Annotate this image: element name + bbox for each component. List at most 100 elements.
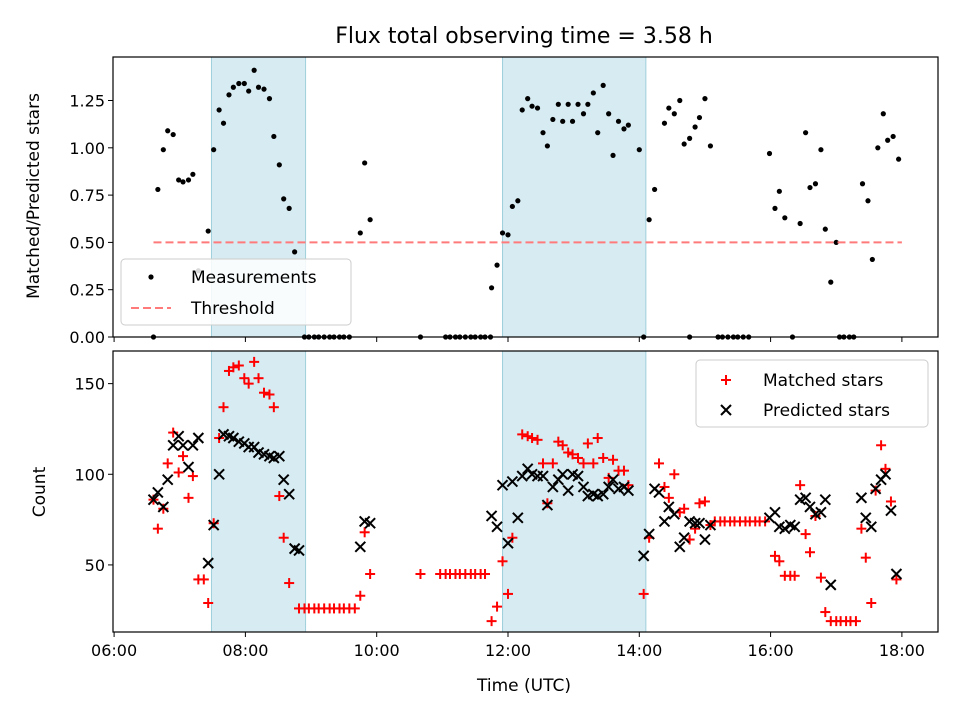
measurements-point xyxy=(625,122,631,128)
matched-stars-marker xyxy=(573,452,584,463)
measurements-point xyxy=(211,147,217,153)
matched-stars-marker xyxy=(233,360,244,371)
predicted-stars-marker xyxy=(668,508,681,520)
predicted-stars-marker xyxy=(354,541,366,553)
measurements-point xyxy=(782,215,788,221)
measurements-point xyxy=(241,80,247,87)
measurements-point xyxy=(515,198,521,204)
measurements-point xyxy=(869,256,875,263)
legend-label: Threshold xyxy=(190,299,275,319)
matched-stars-marker xyxy=(517,429,528,440)
matched-stars-marker xyxy=(557,440,568,451)
predicted-stars-marker xyxy=(825,579,837,591)
matched-stars-marker xyxy=(486,616,497,627)
legend-1: Matched stars Predicted stars xyxy=(695,359,929,428)
predicted-stars-marker xyxy=(804,501,816,513)
measurements-point xyxy=(170,131,176,138)
predicted-stars-marker xyxy=(177,439,189,451)
predicted-stars-marker xyxy=(556,468,569,480)
predicted-stars-marker xyxy=(293,544,305,557)
matched-stars-marker xyxy=(349,603,360,614)
matched-stars-marker xyxy=(578,458,589,469)
shaded-interval-1 xyxy=(502,56,647,338)
matched-stars-marker xyxy=(588,458,599,469)
matched-stars-marker xyxy=(866,597,877,608)
measurements-point xyxy=(220,120,227,126)
measurements-point xyxy=(261,86,267,92)
predicted-stars-marker xyxy=(663,501,675,513)
measurements-point xyxy=(550,116,556,123)
matched-stars-marker xyxy=(547,458,558,469)
x-axis-label: Time (UTC) xyxy=(476,676,571,696)
measurements-point xyxy=(677,97,683,104)
predicted-stars-marker xyxy=(799,492,812,504)
matched-stars-marker xyxy=(208,518,219,529)
matched-stars-marker xyxy=(653,458,664,469)
measurements-point xyxy=(580,111,587,117)
measurements-point xyxy=(610,152,616,158)
legend-0: Measurements Threshold xyxy=(120,258,352,326)
predicted-stars-marker xyxy=(622,484,635,497)
matched-stars-marker xyxy=(532,434,543,445)
matched-stars-marker xyxy=(152,523,163,534)
y-tick-label: 150 xyxy=(74,375,105,394)
matched-stars-marker xyxy=(679,503,690,514)
matched-stars-marker xyxy=(582,438,593,449)
matched-stars-marker xyxy=(198,574,209,585)
predicted-stars-marker xyxy=(819,493,832,506)
predicted-stars-marker xyxy=(658,515,671,528)
measurements-point xyxy=(357,230,363,236)
predicted-stars-marker xyxy=(788,521,801,533)
matched-stars-marker xyxy=(355,590,366,601)
predicted-stars-marker xyxy=(860,512,872,524)
matched-stars-marker xyxy=(249,356,260,367)
measurements-point xyxy=(494,262,500,268)
measurements-point xyxy=(772,205,778,211)
predicted-stars-marker xyxy=(674,541,686,553)
measurements-point xyxy=(362,160,368,166)
measurements-point xyxy=(828,279,834,285)
predicted-stars-marker xyxy=(491,521,503,533)
measurements-point xyxy=(707,143,714,149)
measurements-point xyxy=(661,120,668,126)
predicted-stars-marker xyxy=(364,517,376,529)
predicted-stars-marker xyxy=(502,537,514,549)
legend-label: Matched stars xyxy=(763,371,883,391)
measurements-point xyxy=(766,150,773,157)
matched-stars-marker xyxy=(850,616,861,627)
matched-stars-marker xyxy=(820,607,831,618)
predicted-stars-marker xyxy=(283,488,295,500)
predicted-stars-marker xyxy=(192,432,205,444)
predicted-stars-marker xyxy=(597,488,609,500)
measurements-point xyxy=(646,217,652,223)
measurements-point xyxy=(230,84,236,90)
predicted-stars-marker xyxy=(577,481,590,493)
matched-stars-marker xyxy=(856,523,867,534)
matched-stars-marker xyxy=(774,556,785,567)
measurements-point xyxy=(590,90,596,96)
matched-stars-marker xyxy=(598,452,609,463)
matched-stars-marker xyxy=(178,451,189,462)
matched-stars-marker xyxy=(415,568,426,579)
matched-stars-marker xyxy=(860,552,871,563)
matched-stars-marker xyxy=(527,433,538,444)
measurements-point xyxy=(544,143,550,149)
matched-stars-marker xyxy=(699,496,710,507)
matched-stars-marker xyxy=(663,492,674,503)
matched-stars-marker xyxy=(187,471,198,482)
matched-stars-marker xyxy=(264,389,275,400)
y-tick-label: 1.00 xyxy=(69,139,105,158)
measurements-point xyxy=(367,217,373,223)
predicted-stars-marker xyxy=(855,492,868,504)
matched-stars-marker xyxy=(158,503,169,514)
matched-stars-marker xyxy=(284,578,295,589)
measurements-point xyxy=(833,239,839,246)
measurements-point xyxy=(636,147,642,153)
legend-dot-swatch xyxy=(148,274,154,280)
matched-stars-marker xyxy=(769,550,780,561)
matched-stars-marker xyxy=(618,465,629,476)
predicted-stars-marker xyxy=(704,519,717,531)
predicted-stars-marker xyxy=(516,470,528,482)
predicted-stars-marker xyxy=(227,432,240,444)
measurements-point xyxy=(696,114,703,121)
